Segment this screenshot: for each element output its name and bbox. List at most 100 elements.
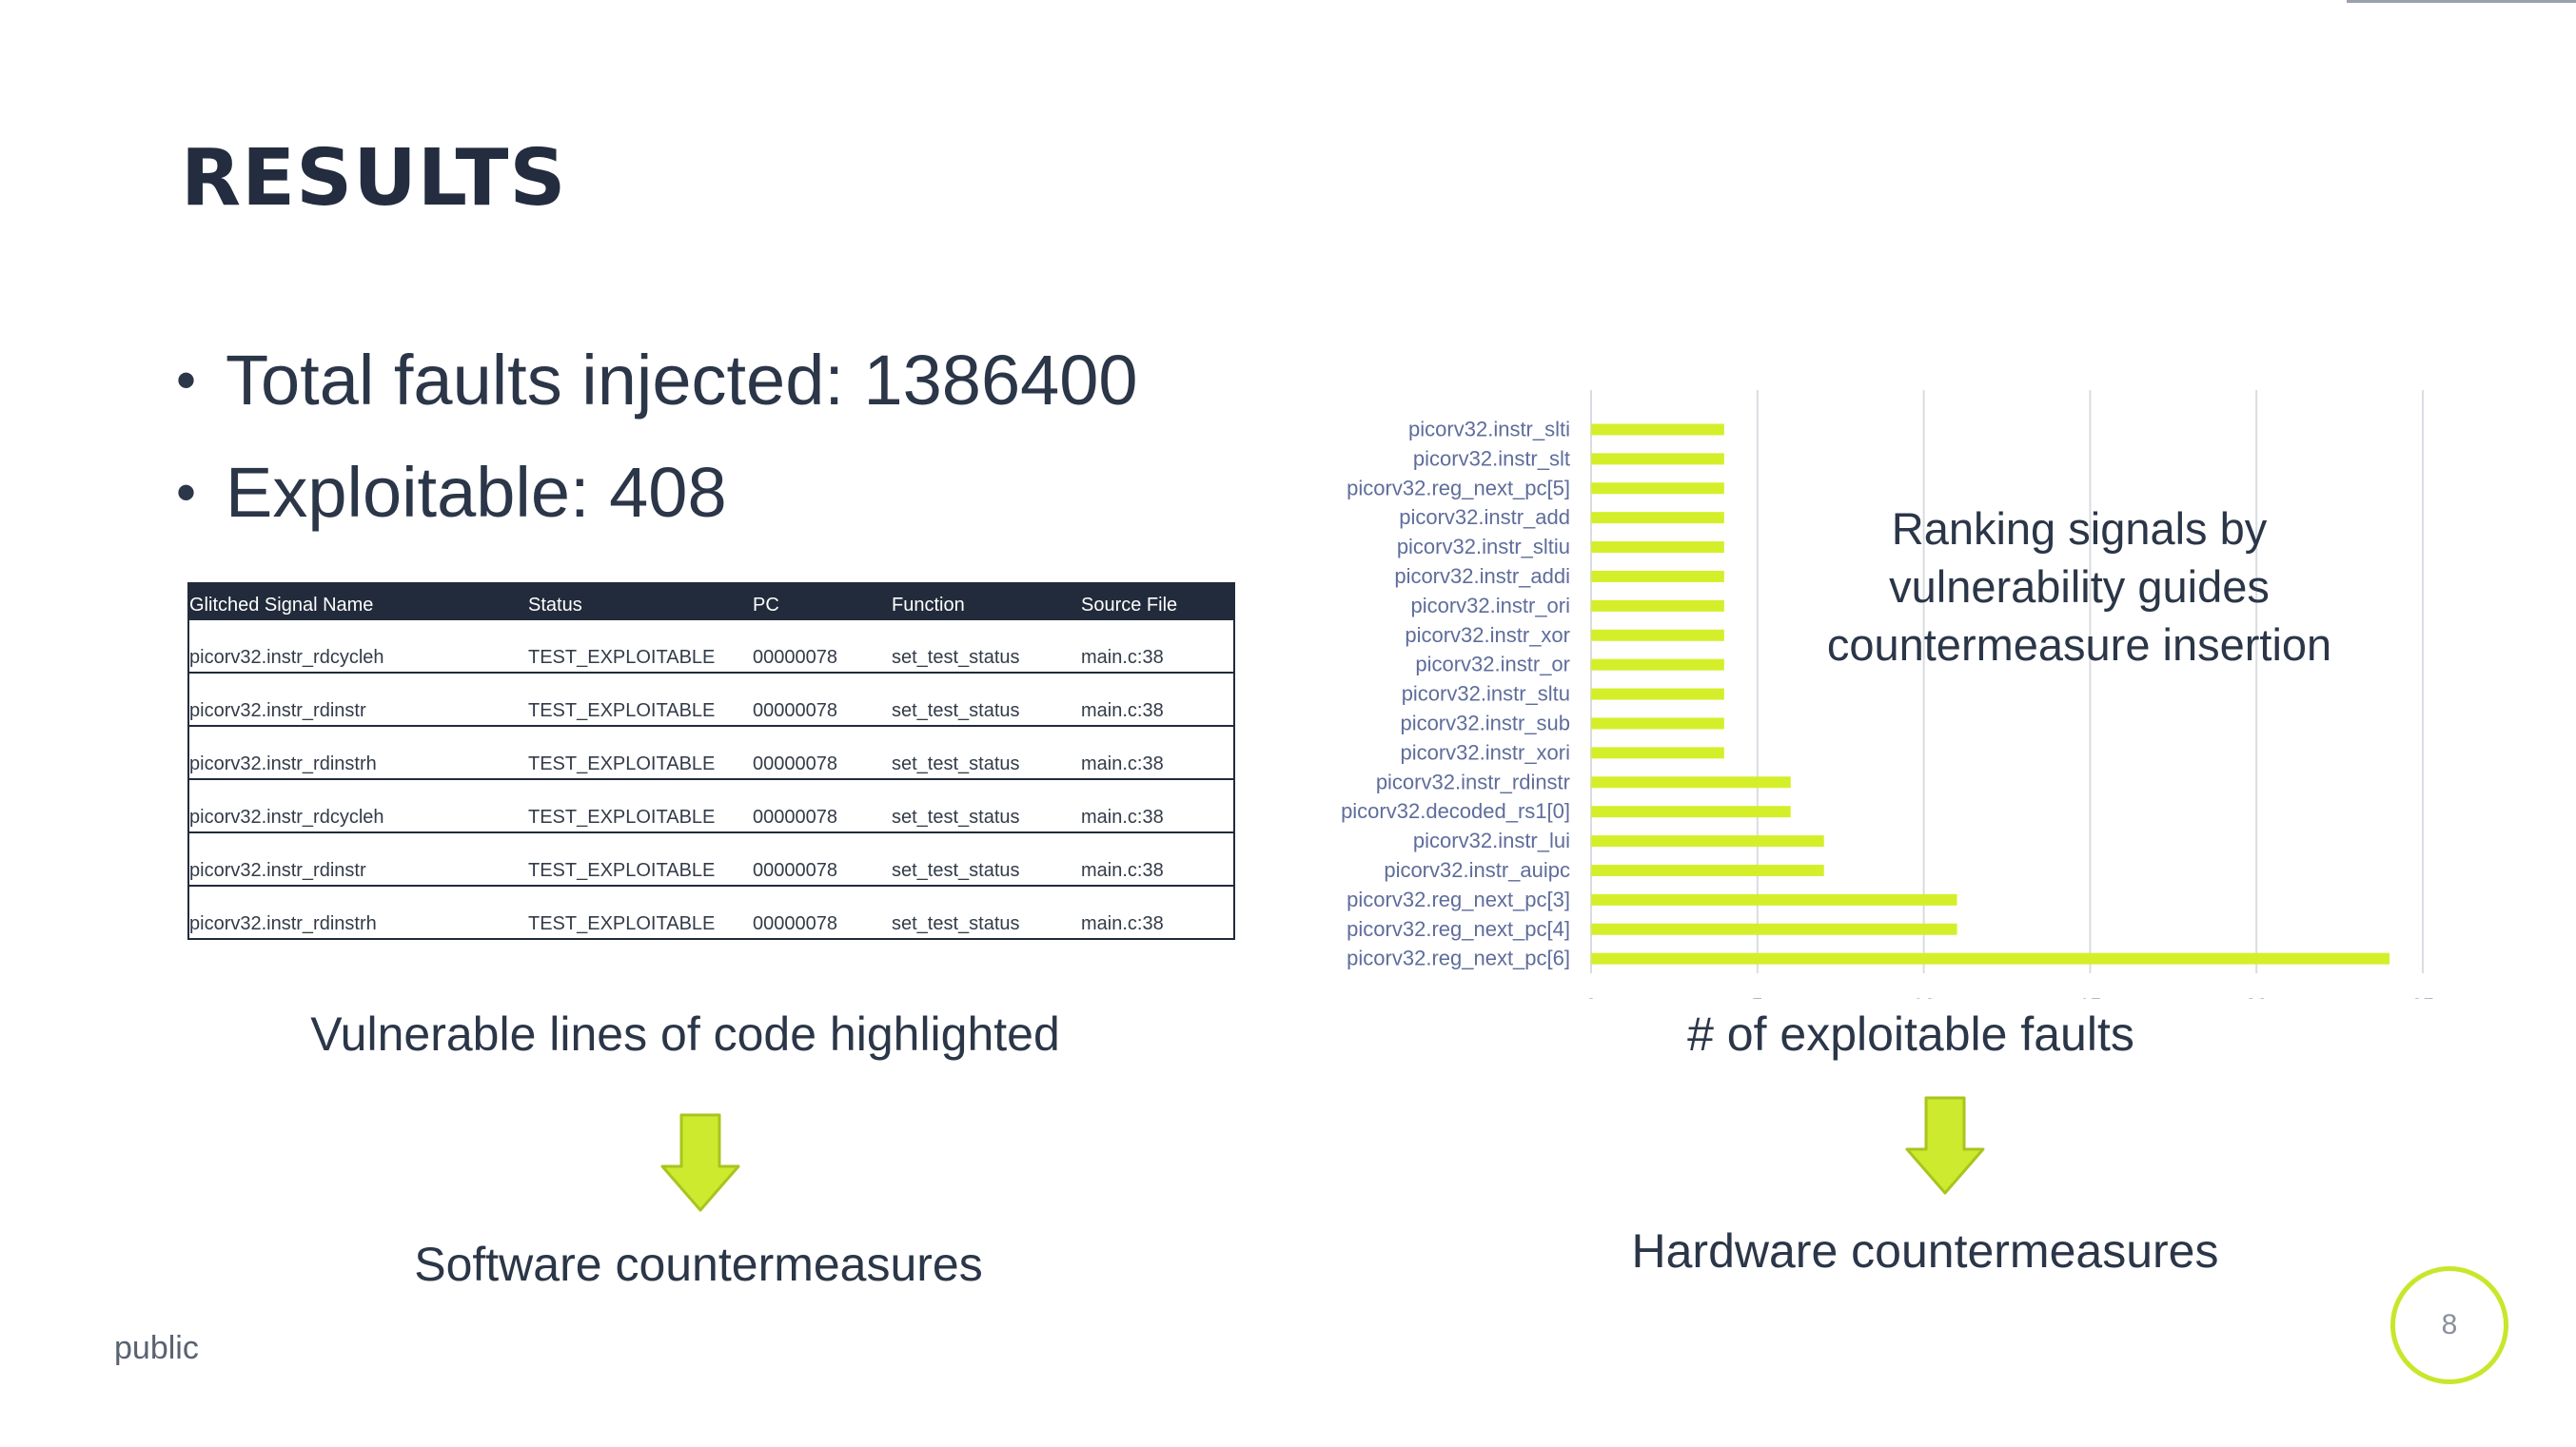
cell-signal: picorv32.instr_rdinstrh [189,913,377,934]
bullet-total-faults: • Total faults injected: 1386400 [176,323,1138,436]
chart-category-labels: picorv32.instr_slti picorv32.instr_sltpic… [1341,417,1570,969]
table-row: picorv32.instr_rdinstr TEST_EXPLOITABLE … [189,674,1233,727]
bullet-marker: • [176,347,197,412]
cell-status: TEST_EXPLOITABLE [528,860,716,881]
x-tick-label: 20 [2245,994,2268,999]
chart-annotation: Ranking signals by vulnerability guides … [1789,499,2370,674]
bar [1591,717,1724,730]
x-tick-label: 0 [1585,994,1597,999]
header-signal-name: Glitched Signal Name [189,595,374,616]
category-label: picorv32.reg_next_pc[4] [1347,917,1570,941]
classification-label: public [114,1330,199,1366]
bar [1591,658,1724,671]
cell-source-file: main.c:38 [1081,913,1164,934]
chart-x-axis-title: # of exploitable faults [1687,1007,2134,1061]
cell-pc: 00000078 [753,753,837,774]
bar [1591,776,1791,789]
bar [1591,688,1724,700]
bar [1591,835,1824,848]
annotation-line: countermeasure insertion [1826,619,2332,670]
cell-function: set_test_status [892,700,1020,721]
table-row: picorv32.instr_rdinstrh TEST_EXPLOITABLE… [189,727,1233,780]
cell-signal: picorv32.instr_rdinstrh [189,753,377,774]
cell-signal: picorv32.instr_rdcycleh [189,647,384,668]
category-label: picorv32.instr_ori [1410,594,1570,617]
bullet-marker: • [176,460,197,524]
bar [1591,806,1791,818]
page-title: RESULTS [181,133,567,224]
results-bullets: • Total faults injected: 1386400 • Explo… [176,323,1138,548]
bullet-text: Exploitable: 408 [226,452,727,532]
x-tick-label: 10 [1912,994,1935,999]
x-tick-label: 25 [2411,994,2434,999]
cell-pc: 00000078 [753,647,837,668]
bar [1591,453,1724,465]
bar [1591,893,1957,906]
table-row: picorv32.instr_rdinstrh TEST_EXPLOITABLE… [189,887,1233,940]
cell-source-file: main.c:38 [1081,753,1164,774]
bar [1591,629,1724,641]
cell-status: TEST_EXPLOITABLE [528,913,716,934]
cell-source-file: main.c:38 [1081,860,1164,881]
table-header: Glitched Signal Name Status PC Function … [189,584,1233,620]
bar [1591,952,2390,965]
down-arrow-icon [1905,1096,1985,1195]
cell-pc: 00000078 [753,807,837,828]
cell-function: set_test_status [892,807,1020,828]
cell-function: set_test_status [892,647,1020,668]
table-row: picorv32.instr_rdcycleh TEST_EXPLOITABLE… [189,620,1233,674]
annotation-line: vulnerability guides [1889,561,2270,612]
category-label: picorv32.instr_slti [1408,417,1570,440]
category-label: picorv32.instr_sub [1400,711,1570,734]
bar [1591,923,1957,935]
cell-function: set_test_status [892,860,1020,881]
bar [1591,570,1724,582]
category-label: picorv32.instr_sltiu [1397,535,1570,558]
cell-status: TEST_EXPLOITABLE [528,647,716,668]
cell-status: TEST_EXPLOITABLE [528,700,716,721]
bullet-text: Total faults injected: 1386400 [226,340,1138,420]
category-label: picorv32.instr_or [1415,653,1570,676]
bar [1591,747,1724,759]
bar [1591,482,1724,495]
cell-function: set_test_status [892,753,1020,774]
cell-source-file: main.c:38 [1081,647,1164,668]
category-label: picorv32.instr_auipc [1384,858,1570,882]
chart-bars [1591,423,2390,965]
table-caption: Vulnerable lines of code highlighted [310,1007,1060,1061]
category-label: picorv32.reg_next_pc[5] [1347,476,1570,499]
cell-signal: picorv32.instr_rdinstr [189,860,366,881]
category-label: picorv32.instr_rdinstr [1376,770,1570,793]
cell-signal: picorv32.instr_rdcycleh [189,807,384,828]
bullet-exploitable: • Exploitable: 408 [176,436,1138,548]
category-label: picorv32.reg_next_pc[6] [1347,947,1570,970]
x-tick-label: 5 [1752,994,1763,999]
glitch-results-table: Glitched Signal Name Status PC Function … [187,582,1235,940]
category-label: picorv32.instr_addi [1394,564,1570,588]
bar [1591,864,1824,876]
cell-function: set_test_status [892,913,1020,934]
cell-pc: 00000078 [753,913,837,934]
table-row: picorv32.instr_rdcycleh TEST_EXPLOITABLE… [189,780,1233,833]
table-row: picorv32.instr_rdinstr TEST_EXPLOITABLE … [189,833,1233,887]
category-label: picorv32.instr_xor [1405,623,1570,647]
hardware-countermeasures-label: Hardware countermeasures [1631,1224,2219,1278]
cell-source-file: main.c:38 [1081,700,1164,721]
page-number: 8 [2441,1309,2458,1340]
category-label: picorv32.reg_next_pc[3] [1347,888,1570,911]
cell-status: TEST_EXPLOITABLE [528,753,716,774]
header-status: Status [528,595,582,616]
software-countermeasures-label: Software countermeasures [414,1238,983,1291]
category-label: picorv32.instr_xori [1400,740,1570,764]
chart-gridlines [1590,390,2424,974]
cell-pc: 00000078 [753,700,837,721]
bar [1591,423,1724,436]
chart-x-tick-labels: 0 5 10 15 20 25 [1585,994,2434,999]
down-arrow-icon [660,1113,740,1212]
top-accent-line [2347,0,2576,3]
page-number-badge: 8 [2390,1266,2508,1384]
bar [1591,512,1724,524]
category-label: picorv32.instr_slt [1413,446,1570,470]
x-tick-label: 15 [2078,994,2101,999]
header-function: Function [892,595,965,616]
